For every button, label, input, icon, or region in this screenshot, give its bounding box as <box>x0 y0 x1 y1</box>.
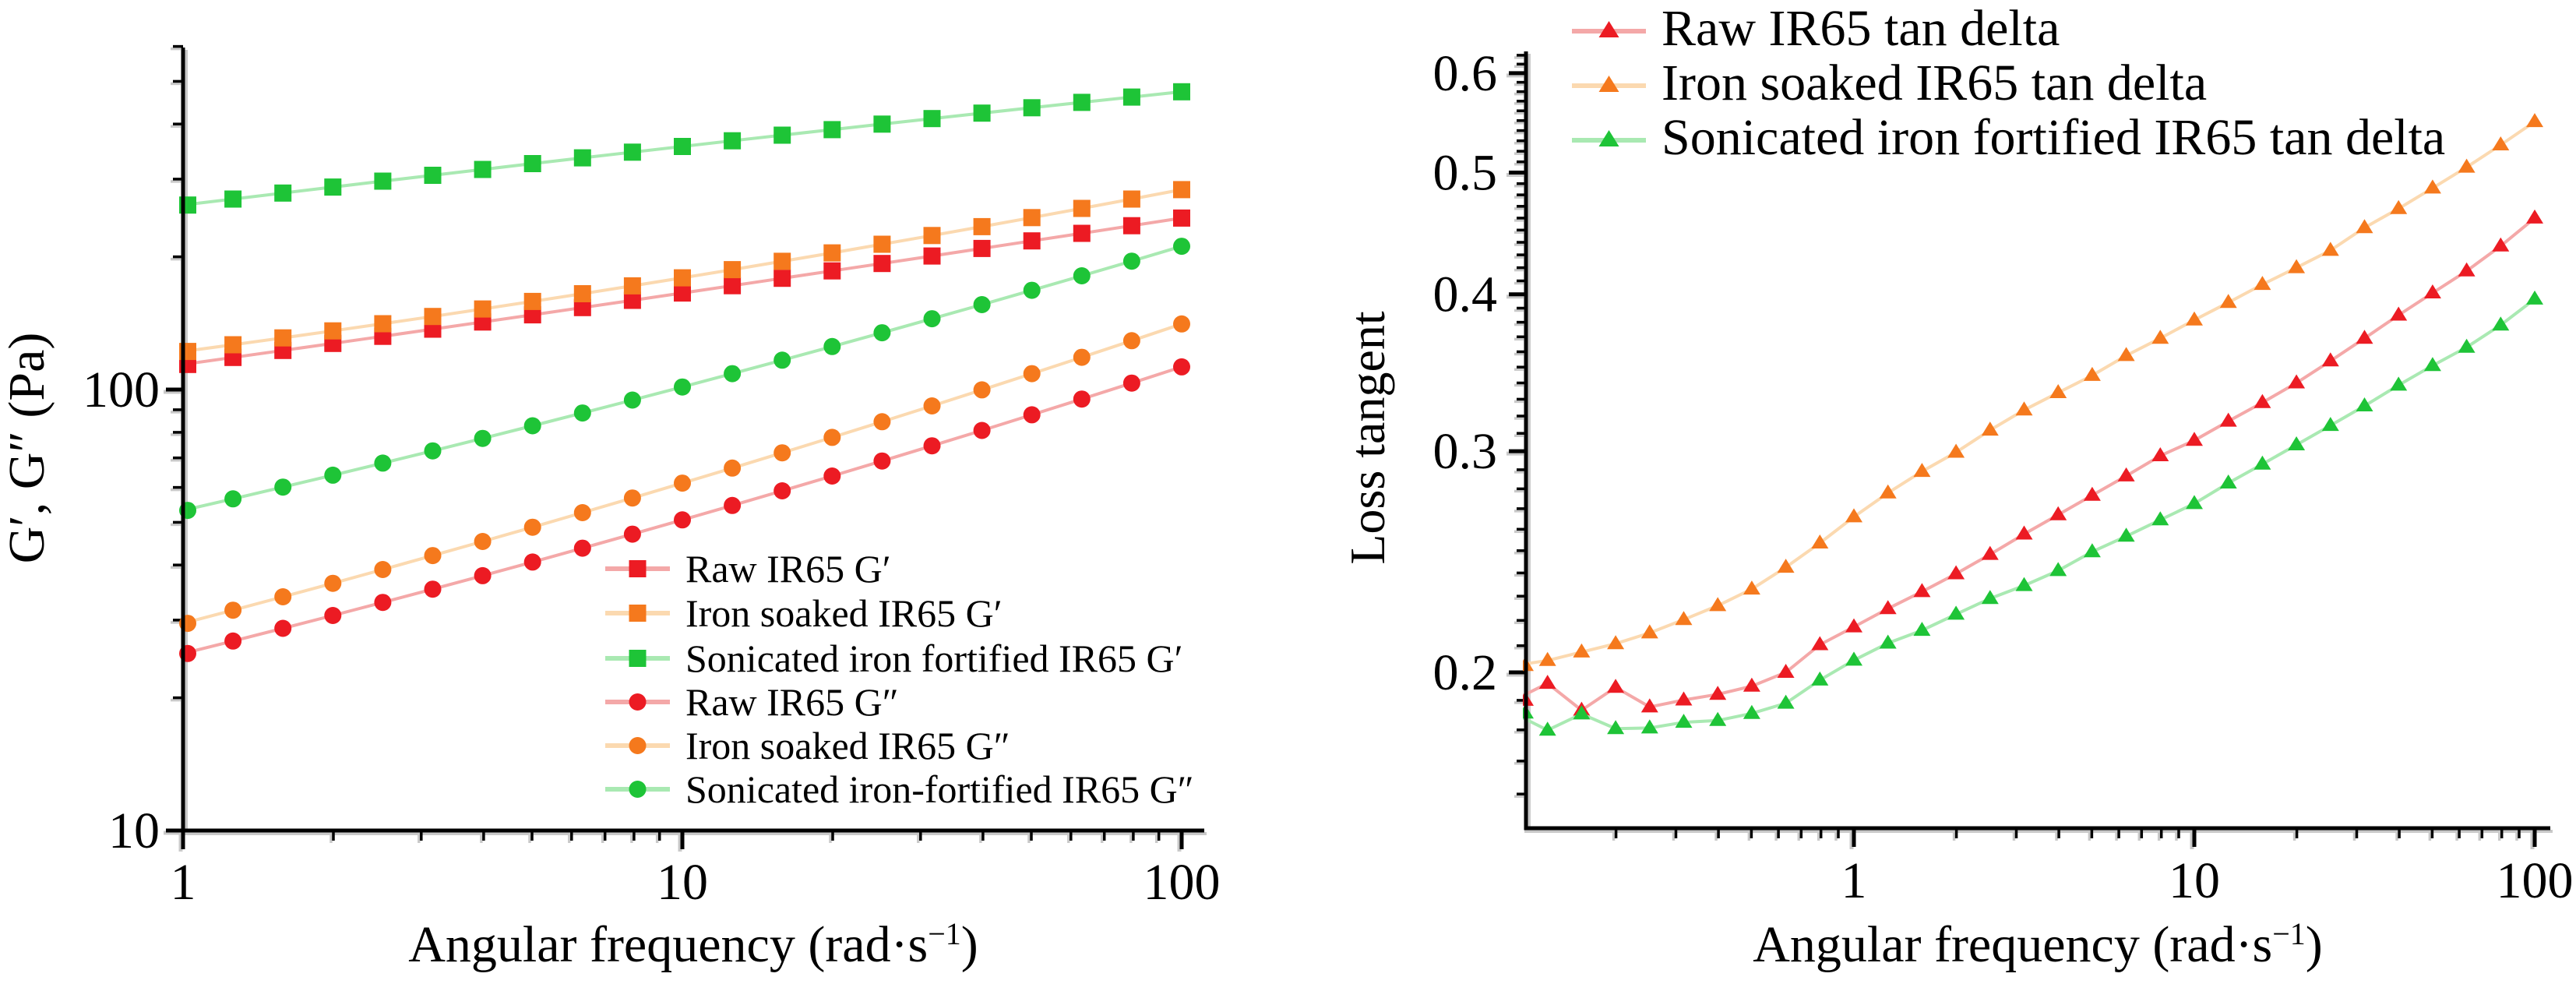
svg-text:100: 100 <box>2497 852 2574 909</box>
svg-text:Angular frequency (rad·s−1): Angular frequency (rad·s−1) <box>408 916 978 973</box>
svg-text:Raw IR65 G′: Raw IR65 G′ <box>685 547 891 591</box>
svg-text:0.3: 0.3 <box>1433 423 1498 480</box>
svg-text:10: 10 <box>108 802 160 859</box>
svg-text:10: 10 <box>2169 852 2220 909</box>
svg-text:10: 10 <box>657 854 708 911</box>
svg-text:0.5: 0.5 <box>1433 145 1498 202</box>
svg-text:0.6: 0.6 <box>1433 45 1498 102</box>
svg-text:1: 1 <box>171 854 196 911</box>
svg-text:G′, G″ (Pa): G′, G″ (Pa) <box>0 333 55 564</box>
svg-text:Sonicated iron-fortified IR65: Sonicated iron-fortified IR65 G″ <box>685 767 1194 811</box>
svg-text:Sonicated iron fortified IR65: Sonicated iron fortified IR65 tan delta <box>1662 109 2445 166</box>
svg-text:Iron soaked IR65 tan delta: Iron soaked IR65 tan delta <box>1662 55 2207 111</box>
svg-text:0.4: 0.4 <box>1433 266 1498 323</box>
svg-text:Loss tangent: Loss tangent <box>1340 311 1395 565</box>
svg-text:100: 100 <box>1144 854 1221 911</box>
svg-text:100: 100 <box>83 362 160 418</box>
svg-text:Iron soaked IR65 G″: Iron soaked IR65 G″ <box>685 724 1010 767</box>
svg-text:Raw IR65 tan delta: Raw IR65 tan delta <box>1662 0 2060 57</box>
svg-text:1: 1 <box>1841 852 1867 909</box>
svg-text:Angular frequency (rad·s−1): Angular frequency (rad·s−1) <box>1753 916 2323 973</box>
svg-text:Raw IR65 G″: Raw IR65 G″ <box>685 680 899 724</box>
svg-text:Iron soaked IR65 G′: Iron soaked IR65 G′ <box>685 591 1003 635</box>
svg-text:Sonicated iron fortified IR65: Sonicated iron fortified IR65 G′ <box>685 637 1183 680</box>
svg-text:0.2: 0.2 <box>1433 644 1498 701</box>
